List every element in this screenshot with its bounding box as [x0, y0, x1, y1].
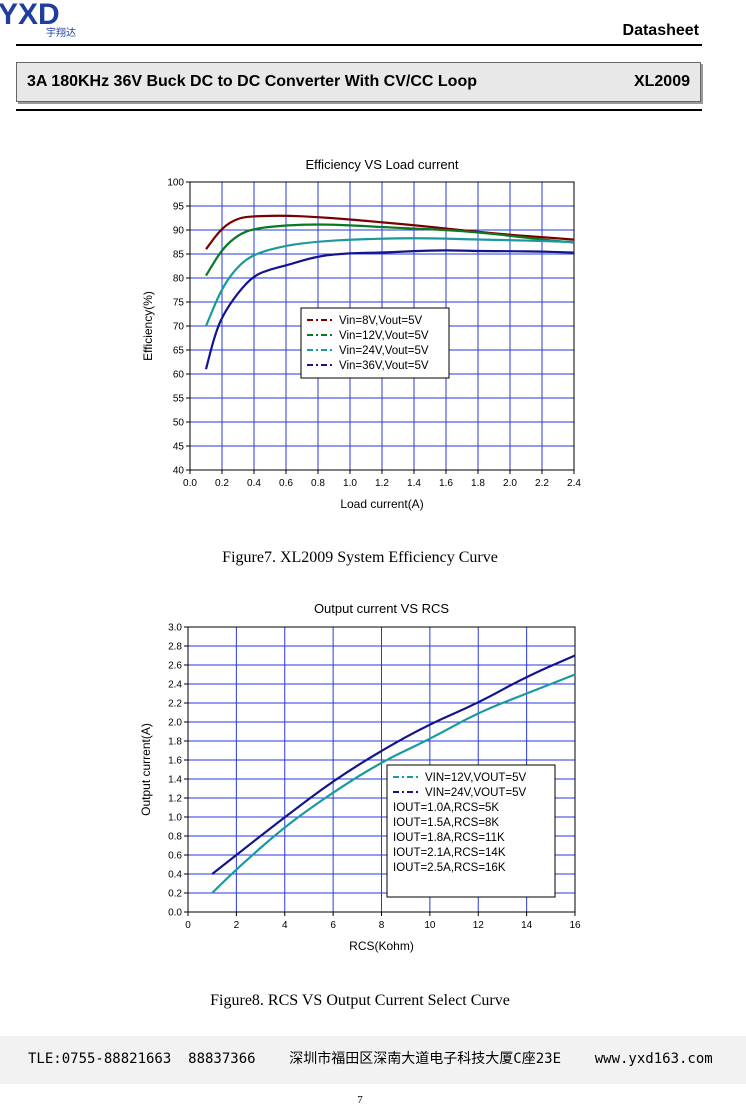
x-tick-label: 2.4 — [567, 478, 581, 489]
legend-label: Vin=12V,Vout=5V — [339, 330, 429, 342]
y-tick-label: 50 — [173, 418, 185, 429]
y-tick-label: 40 — [173, 466, 185, 477]
y-tick-label: 0.4 — [168, 870, 182, 881]
x-tick-label: 0.4 — [247, 478, 261, 489]
legend-label: VIN=24V,VOUT=5V — [425, 787, 527, 799]
series-line — [204, 249, 575, 370]
x-tick-label: 2.2 — [535, 478, 549, 489]
x-tick-label: 6 — [330, 920, 336, 931]
x-tick-label: 4 — [282, 920, 288, 931]
y-tick-label: 75 — [173, 298, 185, 309]
x-tick-label: 10 — [424, 920, 436, 931]
x-tick-label: 12 — [473, 920, 485, 931]
y-tick-label: 3.0 — [168, 623, 182, 634]
footer-band — [0, 1036, 746, 1084]
figure7-caption: Figure7. XL2009 System Efficiency Curve — [222, 549, 498, 566]
legend-label: VIN=12V,VOUT=5V — [425, 772, 527, 784]
y-tick-label: 2.8 — [168, 642, 182, 653]
legend-label: Vin=8V,Vout=5V — [339, 315, 422, 327]
series-line — [204, 237, 575, 327]
x-tick-label: 1.0 — [343, 478, 357, 489]
chart2-title: Output current VS RCS — [313, 601, 450, 616]
series-line — [211, 654, 576, 875]
y-axis-label: Efficiency(%) — [141, 291, 155, 361]
banner-divider — [16, 109, 702, 111]
x-axis-label: RCS(Kohm) — [349, 939, 414, 953]
y-tick-label: 60 — [173, 370, 185, 381]
x-tick-label: 1.8 — [471, 478, 485, 489]
footer-contact: TLE:0755-88821663 88837366 深圳市福田区深南大道电子科… — [28, 1051, 713, 1067]
y-tick-label: 45 — [173, 442, 185, 453]
y-tick-label: 100 — [167, 178, 184, 189]
annotation-label: IOUT=2.1A,RCS=14K — [393, 847, 506, 859]
y-tick-label: 70 — [173, 322, 185, 333]
y-tick-label: 90 — [173, 226, 185, 237]
y-tick-label: 1.8 — [168, 737, 182, 748]
y-tick-label: 0.2 — [168, 889, 182, 900]
y-tick-label: 2.2 — [168, 699, 182, 710]
x-tick-label: 2 — [234, 920, 240, 931]
annotation-label: IOUT=1.5A,RCS=8K — [393, 817, 499, 829]
x-tick-label: 1.6 — [439, 478, 453, 489]
y-tick-label: 1.2 — [168, 794, 182, 805]
y-tick-label: 0.6 — [168, 851, 182, 862]
x-tick-label: 8 — [379, 920, 385, 931]
chart1-title: Efficiency VS Load current — [305, 157, 459, 172]
efficiency-chart: 0.0 0.2 0.4 0.6 0.8 1.0 1.2 1.4 1.6 1.8 2.0 2.2 2.4 4… — [141, 178, 581, 512]
y-tick-label: 80 — [173, 274, 185, 285]
y-tick-label: 0.8 — [168, 832, 182, 843]
company-logo: YXD — [0, 0, 60, 31]
part-number: XL2009 — [633, 73, 690, 90]
logo-subtitle: 宇翔达 — [46, 28, 76, 39]
legend-label: Vin=36V,Vout=5V — [339, 360, 429, 372]
x-tick-label: 14 — [521, 920, 533, 931]
y-tick-label: 0.0 — [168, 908, 182, 919]
y-tick-label: 1.0 — [168, 813, 182, 824]
x-tick-label: 2.0 — [503, 478, 517, 489]
y-tick-label: 65 — [173, 346, 185, 357]
y-tick-label: 2.0 — [168, 718, 182, 729]
annotation-label: IOUT=2.5A,RCS=16K — [393, 862, 506, 874]
legend-box — [386, 764, 556, 898]
x-tick-label: 0.2 — [215, 478, 229, 489]
title-banner: 3A 180KHz 36V Buck DC to DC Converter Wi… — [16, 62, 701, 102]
y-axis-label: Output current(A) — [139, 723, 153, 816]
x-tick-label: 0.8 — [311, 478, 325, 489]
logo-text: YXD — [0, 0, 60, 31]
x-axis-label: Load current(A) — [340, 497, 423, 511]
y-tick-label: 2.4 — [168, 680, 182, 691]
header-divider — [16, 44, 702, 46]
doc-type-label: Datasheet — [622, 22, 699, 39]
figure8-caption: Figure8. RCS VS Output Current Select Cu… — [210, 992, 510, 1009]
legend-box — [300, 307, 450, 379]
annotation-label: IOUT=1.8A,RCS=11K — [393, 832, 505, 844]
x-tick-label: 16 — [569, 920, 581, 931]
x-tick-label: 1.2 — [375, 478, 389, 489]
x-tick-label: 1.4 — [407, 478, 421, 489]
series-line — [205, 223, 575, 277]
y-tick-label: 55 — [173, 394, 185, 405]
y-tick-label: 1.4 — [168, 775, 182, 786]
y-tick-label: 2.6 — [168, 661, 182, 672]
legend-label: Vin=24V,Vout=5V — [339, 345, 429, 357]
y-tick-label: 95 — [173, 202, 185, 213]
page-number: 7 — [357, 1094, 363, 1106]
x-tick-label: 0.6 — [279, 478, 293, 489]
x-tick-label: 0.0 — [183, 478, 197, 489]
series-line — [211, 673, 576, 894]
x-tick-label: 0 — [185, 920, 191, 931]
y-tick-label: 1.6 — [168, 756, 182, 767]
y-tick-label: 85 — [173, 250, 185, 261]
rcs-current-chart: 0 2 4 6 8 10 12 14 16 0.0 0.2 0.4 0.6 0.8 1.0 1.2 1.4 1.6… — [139, 623, 581, 954]
document-title: 3A 180KHz 36V Buck DC to DC Converter Wi… — [27, 73, 477, 90]
annotation-label: IOUT=1.0A,RCS=5K — [393, 802, 499, 814]
